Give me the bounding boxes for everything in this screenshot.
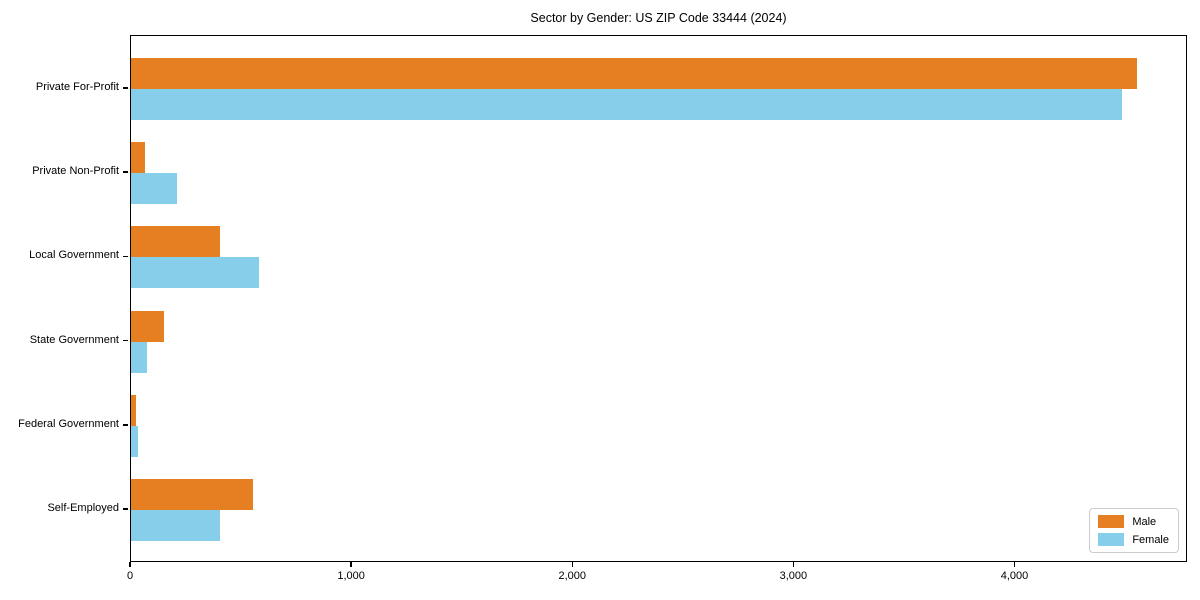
x-tick-label: 0 [126, 570, 134, 582]
x-axis-tick [350, 562, 352, 567]
x-tick-label: 3,000 [779, 570, 808, 582]
legend-label-male: Male [1132, 515, 1157, 528]
x-tick-label: 4,000 [1000, 570, 1029, 582]
chart-title: Sector by Gender: US ZIP Code 33444 (202… [530, 11, 787, 25]
y-axis-tick [123, 508, 128, 510]
bar-female-1 [131, 173, 178, 205]
bar-male-3 [131, 310, 165, 342]
x-axis-tick [792, 562, 795, 567]
bar-male-1 [131, 142, 146, 174]
bar-female-2 [131, 257, 260, 289]
category-label: Private For-Profit [35, 81, 119, 93]
bar-male-0 [131, 58, 1138, 89]
category-label: State Government [29, 333, 119, 346]
category-label: Federal Government [18, 417, 119, 430]
bar-female-5 [131, 510, 220, 541]
y-axis-tick [123, 255, 128, 258]
legend-label-female: Female [1132, 533, 1169, 546]
category-label: Private Non-Profit [32, 165, 119, 178]
x-axis-tick [129, 562, 131, 567]
legend-row-male: Male [1098, 515, 1169, 528]
bar-male-4 [131, 394, 136, 426]
bar-female-0 [131, 89, 1122, 120]
bar-male-2 [131, 226, 220, 258]
y-axis-tick [123, 171, 128, 173]
plot-area: Male Female [130, 35, 1187, 562]
y-axis-tick [123, 424, 128, 426]
legend: Male Female [1089, 508, 1179, 553]
legend-swatch-male [1098, 515, 1125, 528]
bar-female-4 [131, 425, 138, 457]
x-tick-label: 2,000 [558, 570, 587, 582]
x-tick-label: 1,000 [337, 570, 365, 582]
x-axis-tick [1013, 562, 1016, 567]
legend-swatch-female [1098, 533, 1125, 546]
y-axis-tick [123, 339, 128, 342]
legend-row-female: Female [1098, 533, 1169, 546]
category-label: Local Government [29, 249, 119, 262]
bar-female-3 [131, 341, 147, 373]
category-label: Self-Employed [47, 502, 119, 514]
bar-male-5 [131, 479, 253, 510]
x-axis-tick [571, 562, 573, 567]
y-axis-tick [123, 87, 128, 89]
